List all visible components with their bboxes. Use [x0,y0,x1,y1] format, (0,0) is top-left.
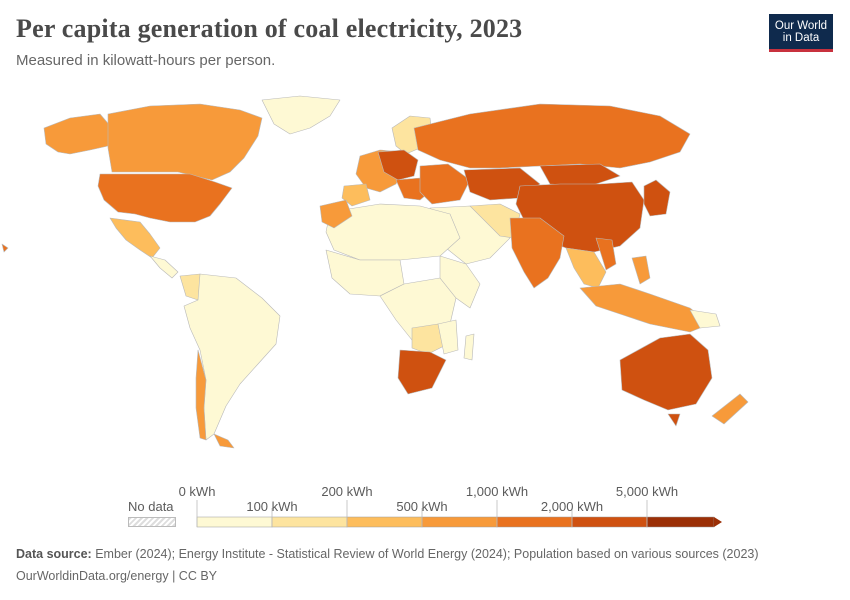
legend-bin-4 [496,516,573,528]
legend-label-top-0: 0 kWh [178,484,216,499]
region-canada [107,103,263,181]
region-argentina-south [213,433,235,449]
legend-bin-1 [271,516,348,528]
region-greenland [261,95,341,135]
region-alaska [43,113,113,155]
legend-label-bottom-1: 500 kWh [396,499,448,514]
legend-bin-2 [346,516,423,528]
url-license[interactable]: OurWorldinData.org/energy | CC BY [16,569,218,583]
legend-arrow [714,517,722,527]
region-hawaii [1,243,9,253]
data-source-label: Data source: [16,547,92,561]
region-mexico [109,217,161,259]
region-vietnam [595,237,617,271]
region-russia [413,103,691,169]
region-india [509,217,565,289]
region-philippines [631,255,651,285]
region-central-america [149,255,179,279]
legend-label-top-2: 1,000 kWh [465,484,529,499]
region-chile [195,349,207,441]
legend-bin-3 [421,516,498,528]
legend-no-data-swatch [128,517,176,527]
region-southeast-asia [565,247,607,289]
logo-line-2: in Data [782,32,820,44]
data-source: Data source: Ember (2024); Energy Instit… [16,547,759,561]
logo-line-1: Our World [774,20,828,32]
legend-bin-5 [571,516,648,528]
legend-no-data-label: No data [128,499,174,514]
data-source-text: Ember (2024); Energy Institute - Statist… [95,547,759,561]
region-ukraine-turkey [419,163,471,205]
legend-label-top-1: 200 kWh [321,484,373,499]
legend-color-bar [196,500,722,528]
region-usa [97,173,233,223]
region-south-africa [397,349,447,395]
region-australia [619,333,713,411]
chart-subtitle: Measured in kilowatt-hours per person. [16,52,276,69]
region-malaysia-indonesia [579,283,711,333]
region-tasmania [667,413,681,427]
region-iberia [341,183,371,207]
region-new-zealand [711,393,749,425]
legend-label-bottom-0: 100 kWh [246,499,298,514]
region-zimbabwe-botswana [411,323,445,355]
world-map[interactable] [0,88,850,488]
region-papua [689,309,721,329]
region-mongolia [539,163,621,187]
legend-label-bottom-2: 2,000 kWh [540,499,604,514]
region-madagascar [463,333,475,361]
region-central-europe [377,149,419,181]
legend-bin-6 [646,516,715,528]
region-korea-japan [643,179,671,217]
region-east-africa [439,255,481,309]
region-morocco [319,199,353,229]
chart-title: Per capita generation of coal electricit… [16,14,523,43]
region-mozambique [437,319,459,355]
legend-bin-0 [196,516,273,528]
legend-label-top-3: 5,000 kWh [615,484,679,499]
owid-logo[interactable]: Our World in Data [769,14,833,52]
